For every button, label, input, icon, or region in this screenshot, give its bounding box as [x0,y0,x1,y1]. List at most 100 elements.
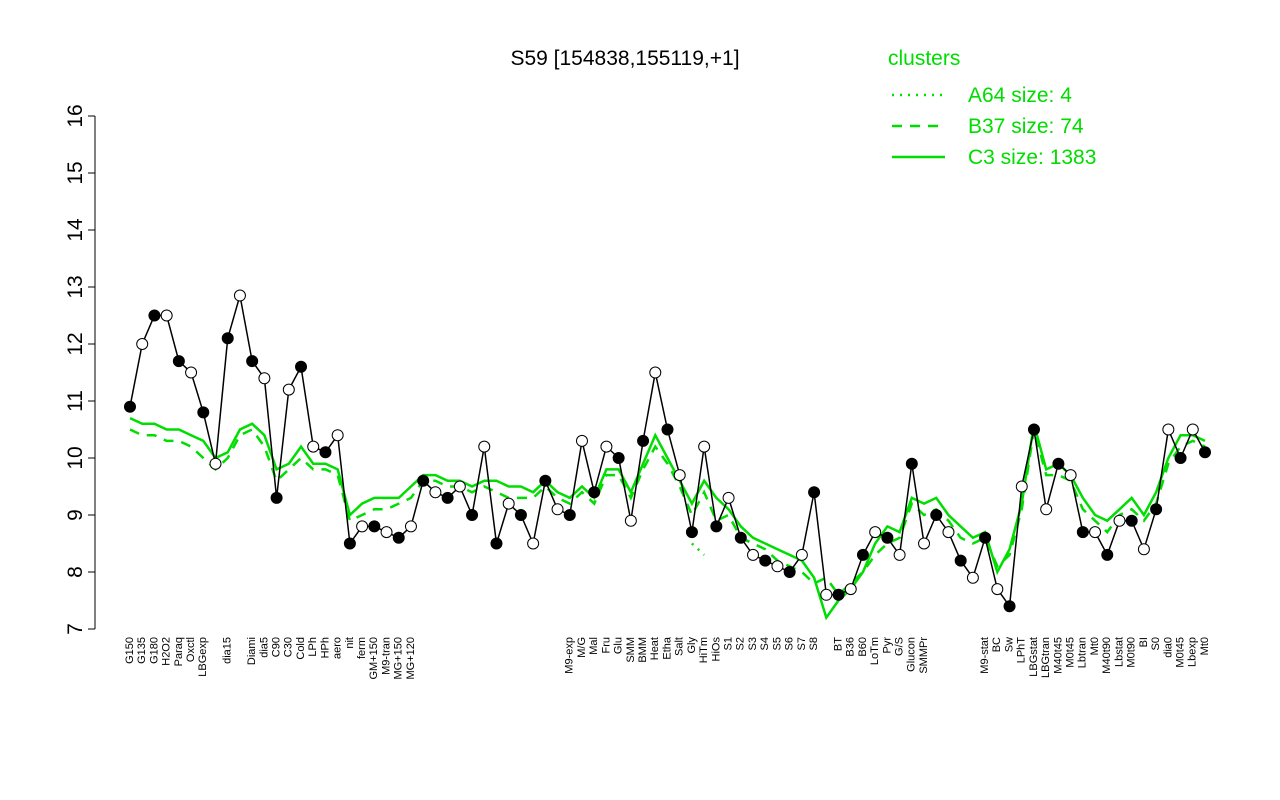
x-tick-label: C90 [270,637,282,657]
data-point [673,469,686,482]
data-point [795,548,808,561]
x-tick-label: aero [332,637,344,659]
data-point [1150,503,1163,516]
x-tick-label: Pyr [881,637,893,654]
data-point [185,366,198,379]
data-point [1199,446,1211,459]
y-tick-label: 15 [64,161,87,184]
data-point [759,554,772,567]
data-point [930,509,943,521]
x-tick-label: S7 [796,637,808,650]
x-tick-label: S0 [1150,637,1162,650]
cluster-line [691,542,706,556]
data-point [575,434,588,447]
data-point [1003,600,1016,613]
data-point [295,360,308,373]
data-point [966,571,979,584]
x-tick-label: S6 [784,637,796,650]
data-point [820,588,833,601]
x-tick-label: HiOs [710,637,722,662]
data-point [307,440,320,453]
legend-label: B37 size: 74 [968,115,1084,138]
x-tick-label: Glucon [906,637,918,672]
y-tick-label: 11 [64,390,87,412]
x-tick-label: M9-stat [979,637,991,674]
data-point [722,491,735,504]
data-point [404,520,417,533]
data-point [588,486,601,499]
data-point [881,531,894,544]
data-point [197,406,210,419]
x-tick-label: Salt [674,637,686,656]
x-tick-label: G180 [148,637,160,664]
x-tick-label: ferm [356,637,368,659]
data-point [1113,514,1126,527]
x-tick-label: MG+120 [405,637,417,680]
data-point [771,560,784,573]
data-point [1162,423,1175,436]
data-point [453,480,466,493]
data-point [783,566,796,578]
x-tick-label: G150 [124,637,136,664]
data-point [514,509,527,521]
data-point [918,537,931,550]
x-tick-label: LBGexp [197,637,209,677]
x-tick-label: HiTm [698,637,710,663]
x-tick-label: Mt0 [1089,637,1101,655]
data-point [905,457,918,470]
x-tick-label: S8 [808,637,820,650]
x-tick-label: BT [832,637,844,651]
x-tick-label: LPh [307,637,319,657]
x-tick-label: BMM [637,637,649,663]
x-tick-label: G/S [894,637,906,656]
data-point [539,474,552,487]
x-tick-label: Diami [246,637,258,665]
chart-title: S59 [154838,155119,+1] [510,47,739,70]
x-tick-label: M9-exp [564,637,576,674]
x-tick-label: LoTm [869,637,881,665]
legend-label: A64 size: 4 [968,84,1072,107]
x-tick-label: S1 [722,637,734,650]
x-tick-label: Etha [661,636,673,660]
data-point [331,429,344,442]
x-tick-label: M40t45 [1052,637,1064,674]
x-tick-label: S5 [771,637,783,650]
data-point [685,526,698,539]
x-tick-label: M0t45 [1065,637,1077,668]
legend-label: C3 size: 1383 [968,146,1096,169]
data-point [221,332,234,345]
x-tick-label: GM+150 [368,637,380,680]
data-point [661,423,674,436]
x-tick-label: M/G [576,637,588,658]
x-tick-label: B36 [845,637,857,657]
data-point [368,520,381,533]
data-point [209,457,222,470]
x-tick-label: LBGtran [1040,637,1052,678]
x-tick-label: SMM [625,637,637,663]
data-point [856,548,869,561]
data-point [380,526,393,539]
x-tick-label: LPhT [1016,637,1028,664]
x-tick-label: Sw [1003,637,1015,652]
x-tick-label: S2 [735,637,747,650]
x-tick-label: M9-tran [380,637,392,675]
x-tick-label: dia5 [258,637,270,658]
data-point [343,537,356,550]
data-point [1137,543,1150,556]
data-point [502,497,515,510]
x-tick-label: Glu [613,637,625,654]
data-point [392,531,405,544]
y-tick-label: 10 [64,446,87,469]
y-tick-label: 16 [64,104,87,127]
x-tick-label: Paraq [173,637,185,666]
data-point [637,434,650,447]
x-tick-label: Lbtran [1077,637,1089,668]
x-tick-label: HPh [319,637,331,658]
data-point [808,486,821,499]
x-tick-label: MG+150 [393,637,405,680]
data-point [1052,457,1065,470]
data-point [624,514,637,527]
x-tick-label: C30 [283,637,295,657]
data-point [710,520,723,533]
